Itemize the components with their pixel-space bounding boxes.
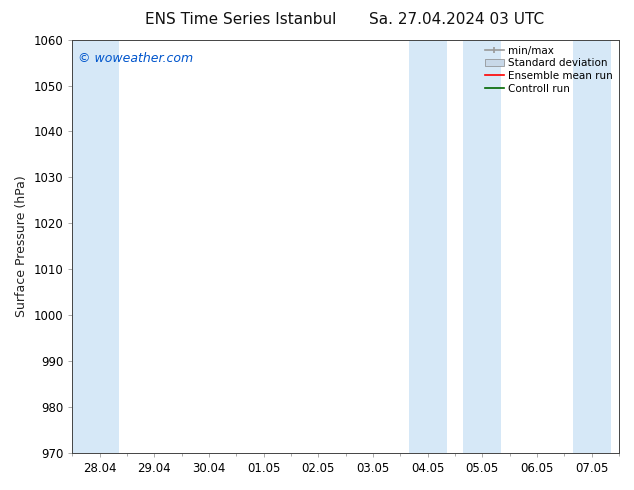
Y-axis label: Surface Pressure (hPa): Surface Pressure (hPa) (15, 175, 28, 317)
Bar (81, 40, 119, 453)
Bar (573, 40, 611, 453)
Text: © woweather.com: © woweather.com (78, 52, 193, 65)
Bar (72, 40, 81, 453)
Legend: min/max, Standard deviation, Ensemble mean run, Controll run: min/max, Standard deviation, Ensemble me… (482, 43, 616, 97)
Bar (463, 40, 501, 453)
Text: Sa. 27.04.2024 03 UTC: Sa. 27.04.2024 03 UTC (369, 12, 544, 27)
Text: ENS Time Series Istanbul: ENS Time Series Istanbul (145, 12, 337, 27)
Bar (408, 40, 447, 453)
